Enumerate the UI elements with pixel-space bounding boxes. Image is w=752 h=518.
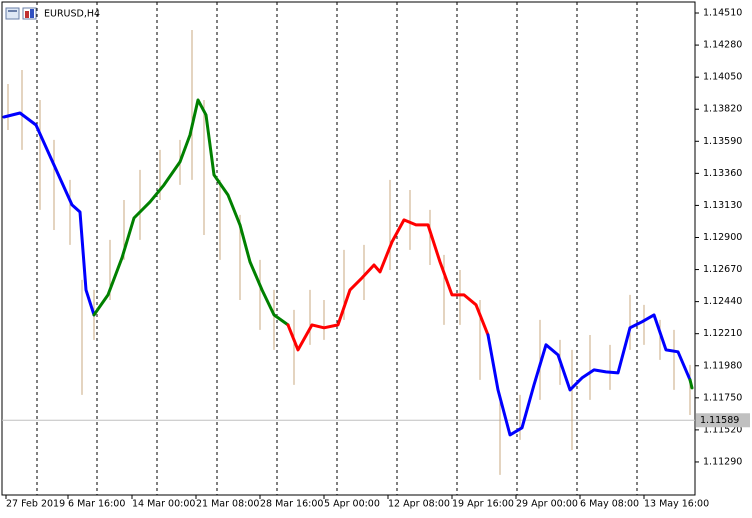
moving-average (286, 218, 490, 352)
x-tick-label: 21 Mar 08:00 (196, 499, 259, 510)
y-tick-label: 1.11290 (703, 456, 742, 467)
x-tick-label: 14 Mar 00:00 (132, 499, 195, 510)
symbol-icon (5, 7, 37, 20)
current-price-label: 1.11589 (700, 415, 739, 426)
moving-average (486, 313, 692, 437)
y-tick-label: 1.12900 (703, 232, 742, 243)
moving-average (688, 378, 694, 390)
x-tick-label: 19 Apr 16:00 (452, 499, 514, 510)
y-tick-label: 1.14510 (703, 8, 742, 19)
y-tick-label: 1.14050 (703, 72, 742, 83)
y-tick-label: 1.11750 (703, 392, 742, 403)
plot-frame (1, 1, 696, 496)
x-tick-label: 27 Feb 2019 (6, 499, 65, 510)
x-tick-label: 12 Apr 08:00 (388, 499, 450, 510)
y-tick-label: 1.11520 (703, 424, 742, 435)
y-tick-label: 1.12210 (703, 328, 742, 339)
moving-average (92, 98, 290, 327)
current-price-box (696, 413, 750, 428)
y-tick-label: 1.13590 (703, 136, 742, 147)
moving-average (2, 111, 96, 317)
x-tick-label: 28 Mar 16:00 (260, 499, 323, 510)
y-tick-label: 1.14280 (703, 40, 742, 51)
x-tick-label: 5 Apr 00:00 (324, 499, 380, 510)
y-tick-label: 1.12440 (703, 296, 742, 307)
x-tick-label: 13 May 16:00 (644, 499, 709, 510)
chart-title: EURUSD,H4 (44, 9, 100, 20)
x-tick-label: 6 Mar 16:00 (68, 499, 125, 510)
y-tick-label: 1.13130 (703, 200, 742, 211)
y-tick-label: 1.13820 (703, 104, 742, 115)
y-tick-label: 1.11980 (703, 360, 742, 371)
y-tick-label: 1.13360 (703, 168, 742, 179)
x-tick-label: 29 Apr 00:00 (516, 499, 578, 510)
x-tick-label: 6 May 08:00 (580, 499, 639, 510)
y-tick-label: 1.12670 (703, 264, 742, 275)
